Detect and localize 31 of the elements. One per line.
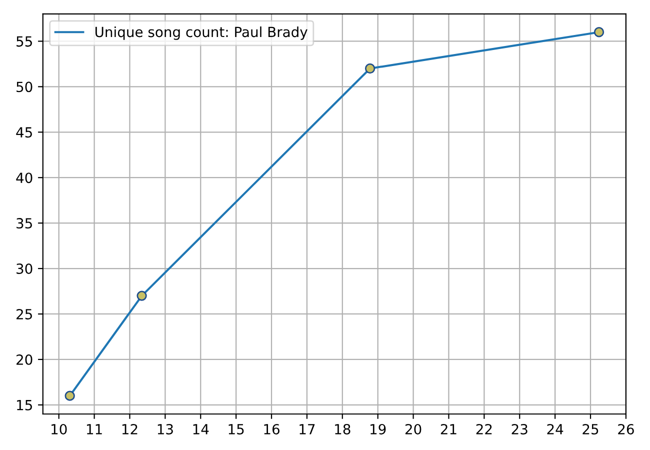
- x-tick-label: 17: [300, 424, 315, 434]
- x-tick-label: 13: [158, 424, 173, 434]
- x-tick-label: 20: [405, 424, 422, 434]
- x-tick-label: 12: [122, 424, 138, 434]
- x-tick-label: 26: [618, 424, 634, 434]
- y-tick-label: 55: [16, 36, 32, 47]
- x-tick-label: 11: [86, 424, 102, 434]
- x-tick-label: 23: [512, 424, 528, 434]
- point: [136, 290, 147, 301]
- y-tick-label: 40: [16, 172, 32, 184]
- point: [364, 63, 376, 74]
- x-tick-label: 18: [335, 424, 350, 434]
- legend-label: Unique song count: Paul Brady: [95, 26, 308, 40]
- y-tick-label: 45: [16, 127, 32, 138]
- x-tick-label: 16: [264, 424, 280, 434]
- y-tick-label: 50: [16, 82, 32, 92]
- y-tick-label: 30: [16, 263, 32, 274]
- y-tick-label: 25: [16, 308, 32, 320]
- y-tick-label: 35: [16, 218, 32, 229]
- x-tick-label: 14: [193, 424, 209, 434]
- x-tick-label: 24: [547, 424, 564, 434]
- y-tick-label: 20: [16, 354, 32, 365]
- y-tick-label: 15: [17, 400, 32, 410]
- x-tick-label: 15: [228, 424, 244, 434]
- point: [594, 27, 604, 38]
- x-tick-label: 21: [440, 424, 456, 434]
- x-tick-label: 10: [52, 424, 67, 434]
- x-tick-label: 22: [476, 424, 492, 434]
- x-tick-label: 25: [582, 424, 598, 434]
- x-tick-label: 19: [370, 424, 386, 434]
- point: [64, 390, 75, 401]
